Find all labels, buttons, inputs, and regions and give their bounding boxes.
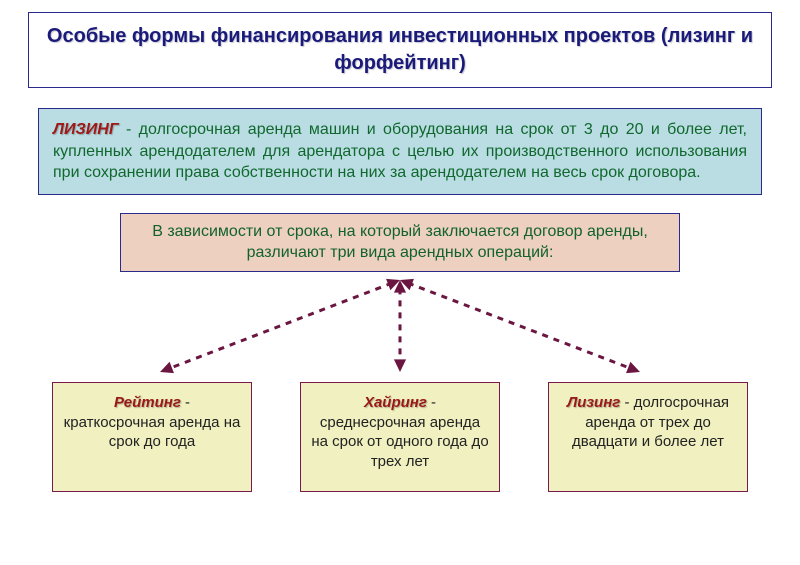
arrows-area xyxy=(0,272,800,382)
branches-row: Рейтинг - краткосрочная аренда на срок д… xyxy=(0,382,800,492)
definition-box: ЛИЗИНГ - долгосрочная аренда машин и обо… xyxy=(38,108,762,195)
branch-term: Рейтинг xyxy=(114,394,181,411)
branch-box-hiring: Хайринг - среднесрочная аренда на срок о… xyxy=(300,382,500,492)
slide-title: Особые формы финансирования инвестиционн… xyxy=(28,12,772,88)
subheader-box: В зависимости от срока, на который заклю… xyxy=(120,213,680,273)
branch-term: Лизинг xyxy=(567,394,620,411)
branch-box-leasing: Лизинг - долгосрочная аренда от трех до … xyxy=(548,382,748,492)
definition-term: ЛИЗИНГ xyxy=(53,121,119,138)
definition-text: - долгосрочная аренда машин и оборудован… xyxy=(53,121,747,181)
branch-box-rating: Рейтинг - краткосрочная аренда на срок д… xyxy=(52,382,252,492)
branch-term: Хайринг xyxy=(364,394,427,411)
branch-arrows xyxy=(0,272,800,382)
